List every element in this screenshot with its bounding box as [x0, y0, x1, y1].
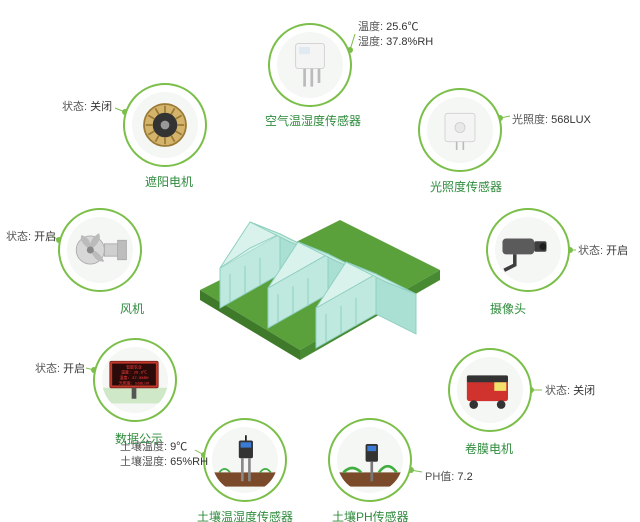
node-label-soil_th: 土壤温湿度传感器 [197, 508, 293, 522]
node-film_motor [448, 348, 532, 432]
node-label-camera: 摄像头 [490, 300, 526, 317]
light-sensor-icon [427, 97, 493, 163]
node-light_sensor [418, 88, 502, 172]
node-label-film_motor: 卷膜电机 [465, 440, 513, 457]
node-label-soil_ph: 土壤PH传感器 [332, 508, 409, 522]
reading-camera: 状态: 开启 [578, 244, 628, 259]
reading-film_motor: 状态: 关闭 [545, 384, 595, 399]
node-label-light_sensor: 光照度传感器 [430, 178, 502, 195]
generator-icon [457, 357, 523, 423]
soil-th-icon [212, 427, 278, 493]
motor-icon [132, 92, 198, 158]
node-data_board: 智能农业温度: 26.8℃湿度: 37.8%RH光照度: 568LUX [93, 338, 177, 422]
camera-icon [495, 217, 561, 283]
node-camera [486, 208, 570, 292]
node-air_sensor [268, 23, 352, 107]
node-soil_ph [328, 418, 412, 502]
diagram-stage: 空气温湿度传感器 温度: 25.6℃湿度: 37.8%RH 光照度传感器 光照度: … [0, 0, 640, 522]
reading-light_sensor: 光照度: 568LUX [512, 113, 591, 128]
fan-icon [67, 217, 133, 283]
node-soil_th [203, 418, 287, 502]
led-board-icon: 智能农业温度: 26.8℃湿度: 37.8%RH光照度: 568LUX [102, 347, 168, 413]
reading-soil_ph: PH值: 7.2 [425, 470, 473, 485]
reading-air_sensor: 温度: 25.6℃湿度: 37.8%RH [358, 20, 433, 50]
reading-data_board: 状态: 开启 [35, 362, 85, 377]
node-fan [58, 208, 142, 292]
air-sensor-icon [277, 32, 343, 98]
node-label-fan: 风机 [120, 300, 144, 317]
reading-shade_motor: 状态: 关闭 [62, 100, 112, 115]
node-label-air_sensor: 空气温湿度传感器 [265, 112, 361, 129]
center-greenhouse [180, 150, 460, 370]
node-label-data_board: 数据公示 [115, 430, 163, 447]
soil-ph-icon [337, 427, 403, 493]
reading-fan: 状态: 开启 [6, 230, 56, 245]
node-label-shade_motor: 遮阳电机 [145, 173, 193, 190]
node-shade_motor [123, 83, 207, 167]
